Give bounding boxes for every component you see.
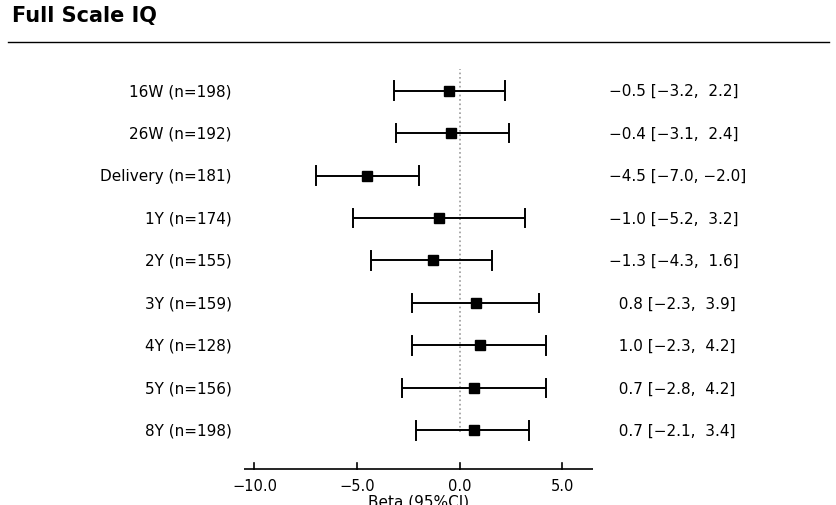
Text: 0.8 [−2.3,  3.9]: 0.8 [−2.3, 3.9] [609,296,735,311]
Text: 0.7 [−2.8,  4.2]: 0.7 [−2.8, 4.2] [609,381,735,395]
Text: 0.0: 0.0 [447,478,471,493]
Text: 3Y (n=159): 3Y (n=159) [145,296,232,311]
Text: −0.5 [−3.2,  2.2]: −0.5 [−3.2, 2.2] [609,84,738,99]
Text: 2Y (n=155): 2Y (n=155) [145,254,232,269]
Text: 5.0: 5.0 [550,478,573,493]
Text: −1.0 [−5.2,  3.2]: −1.0 [−5.2, 3.2] [609,211,738,226]
Text: −1.3 [−4.3,  1.6]: −1.3 [−4.3, 1.6] [609,254,738,269]
Text: −0.4 [−3.1,  2.4]: −0.4 [−3.1, 2.4] [609,126,738,141]
Text: 8Y (n=198): 8Y (n=198) [145,423,232,438]
Text: −4.5 [−7.0, −2.0]: −4.5 [−7.0, −2.0] [609,169,746,184]
Text: 4Y (n=128): 4Y (n=128) [145,338,232,353]
Text: Full Scale IQ: Full Scale IQ [13,6,157,26]
Text: Delivery (n=181): Delivery (n=181) [100,169,232,184]
Text: −5.0: −5.0 [339,478,375,493]
Text: 5Y (n=156): 5Y (n=156) [145,381,232,395]
Text: 16W (n=198): 16W (n=198) [130,84,232,99]
Text: 1Y (n=174): 1Y (n=174) [145,211,232,226]
Text: 26W (n=192): 26W (n=192) [130,126,232,141]
Text: 1.0 [−2.3,  4.2]: 1.0 [−2.3, 4.2] [609,338,735,353]
Text: Beta (95%CI): Beta (95%CI) [368,493,468,505]
Text: −10.0: −10.0 [232,478,277,493]
Text: 0.7 [−2.1,  3.4]: 0.7 [−2.1, 3.4] [609,423,735,438]
